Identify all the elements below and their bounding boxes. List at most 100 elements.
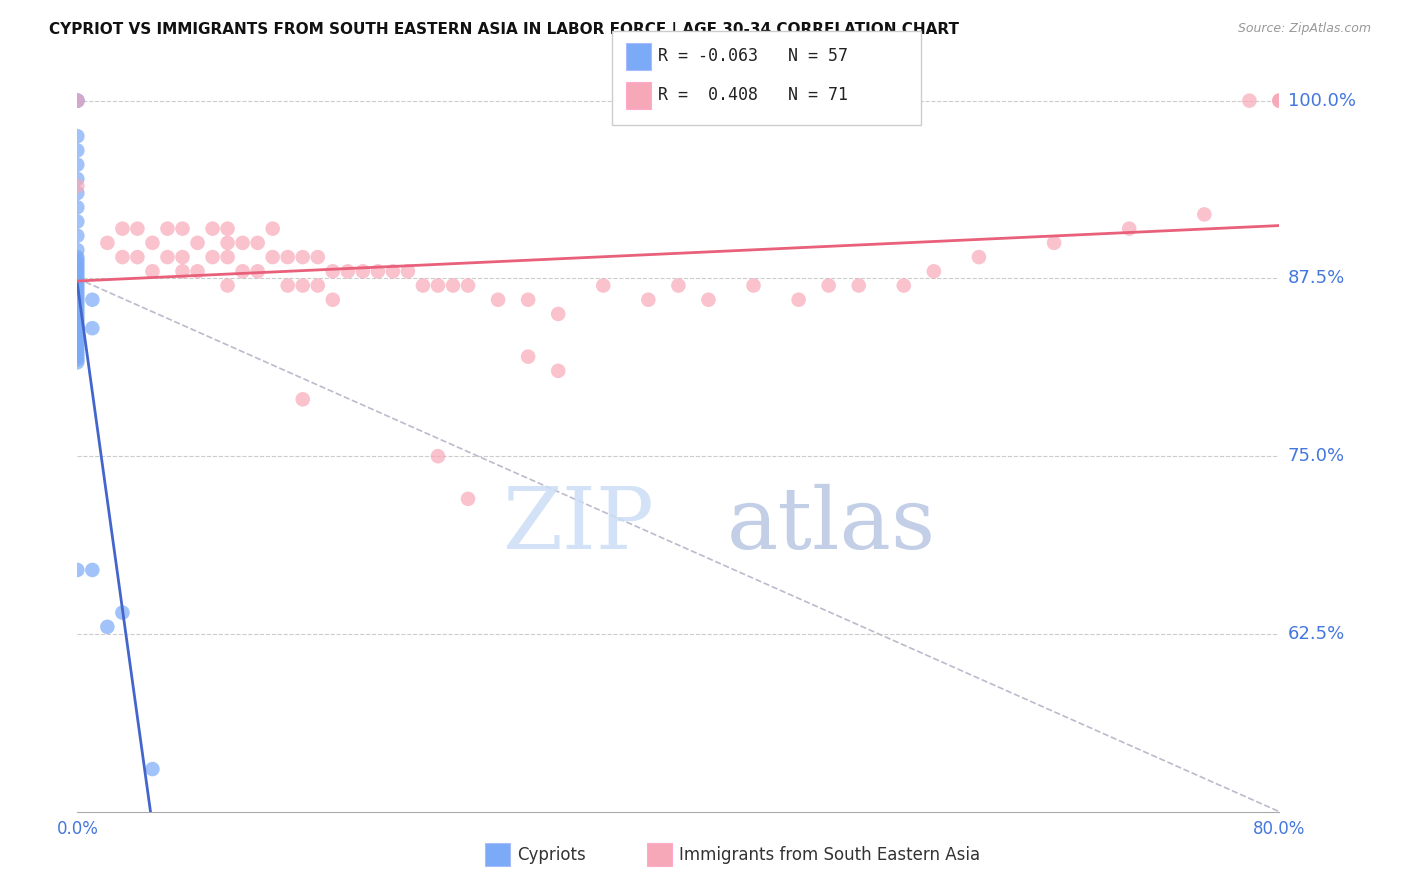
- Point: [967, 250, 990, 264]
- Point: [66, 94, 89, 108]
- Point: [66, 186, 89, 200]
- Point: [1239, 94, 1261, 108]
- Point: [141, 264, 163, 278]
- Point: [66, 307, 89, 321]
- Point: [156, 250, 179, 264]
- Point: [127, 221, 149, 235]
- Point: [66, 347, 89, 361]
- Point: [66, 172, 89, 186]
- Point: [1043, 235, 1066, 250]
- Point: [352, 264, 374, 278]
- Text: R =  0.408   N = 71: R = 0.408 N = 71: [658, 87, 848, 104]
- Point: [291, 278, 314, 293]
- Point: [66, 158, 89, 172]
- Point: [66, 259, 89, 273]
- Point: [66, 341, 89, 355]
- Point: [441, 278, 464, 293]
- Text: ZIP: ZIP: [502, 483, 654, 567]
- Point: [427, 449, 450, 463]
- Point: [246, 264, 269, 278]
- Point: [1268, 94, 1291, 108]
- Point: [277, 250, 299, 264]
- Point: [66, 312, 89, 326]
- Point: [517, 350, 540, 364]
- Point: [66, 284, 89, 298]
- Point: [246, 235, 269, 250]
- Point: [262, 221, 284, 235]
- Point: [322, 293, 344, 307]
- Point: [172, 264, 194, 278]
- Point: [66, 318, 89, 333]
- Point: [697, 293, 720, 307]
- Point: [66, 256, 89, 270]
- Text: Cypriots: Cypriots: [517, 846, 586, 863]
- Point: [381, 264, 404, 278]
- Point: [82, 563, 104, 577]
- Point: [66, 310, 89, 324]
- Point: [111, 606, 134, 620]
- Point: [66, 264, 89, 278]
- Point: [66, 326, 89, 341]
- Point: [486, 293, 509, 307]
- Point: [637, 293, 659, 307]
- Point: [817, 278, 839, 293]
- Point: [111, 250, 134, 264]
- Point: [457, 278, 479, 293]
- Point: [66, 343, 89, 358]
- Point: [66, 178, 89, 193]
- Point: [922, 264, 945, 278]
- Point: [66, 200, 89, 214]
- Point: [201, 221, 224, 235]
- Point: [66, 129, 89, 144]
- Point: [367, 264, 389, 278]
- Point: [232, 235, 254, 250]
- Point: [96, 235, 118, 250]
- Point: [217, 235, 239, 250]
- Point: [592, 278, 614, 293]
- Point: [66, 301, 89, 316]
- Text: 62.5%: 62.5%: [1288, 625, 1346, 643]
- Point: [66, 214, 89, 228]
- Point: [66, 144, 89, 158]
- Point: [1268, 94, 1291, 108]
- Text: 100.0%: 100.0%: [1288, 92, 1355, 110]
- Point: [217, 250, 239, 264]
- Point: [277, 278, 299, 293]
- Point: [66, 94, 89, 108]
- Point: [848, 278, 870, 293]
- Point: [412, 278, 434, 293]
- Point: [232, 264, 254, 278]
- Point: [517, 293, 540, 307]
- Point: [66, 329, 89, 343]
- Point: [66, 352, 89, 367]
- Text: Source: ZipAtlas.com: Source: ZipAtlas.com: [1237, 22, 1371, 36]
- Point: [66, 290, 89, 304]
- Point: [217, 278, 239, 293]
- Point: [186, 264, 209, 278]
- Point: [66, 267, 89, 281]
- Point: [66, 335, 89, 350]
- Point: [141, 762, 163, 776]
- Point: [1194, 207, 1216, 221]
- Point: [66, 338, 89, 352]
- Point: [186, 235, 209, 250]
- Point: [82, 321, 104, 335]
- Point: [307, 250, 329, 264]
- Point: [66, 293, 89, 307]
- Point: [111, 221, 134, 235]
- Point: [66, 563, 89, 577]
- Point: [1268, 94, 1291, 108]
- Point: [66, 270, 89, 285]
- Point: [66, 287, 89, 301]
- Point: [156, 221, 179, 235]
- Point: [66, 228, 89, 243]
- Point: [742, 278, 765, 293]
- Point: [96, 620, 118, 634]
- Text: atlas: atlas: [727, 483, 935, 567]
- Point: [172, 221, 194, 235]
- Point: [66, 273, 89, 287]
- Point: [127, 250, 149, 264]
- Text: R = -0.063   N = 57: R = -0.063 N = 57: [658, 47, 848, 65]
- Point: [82, 293, 104, 307]
- Point: [547, 364, 569, 378]
